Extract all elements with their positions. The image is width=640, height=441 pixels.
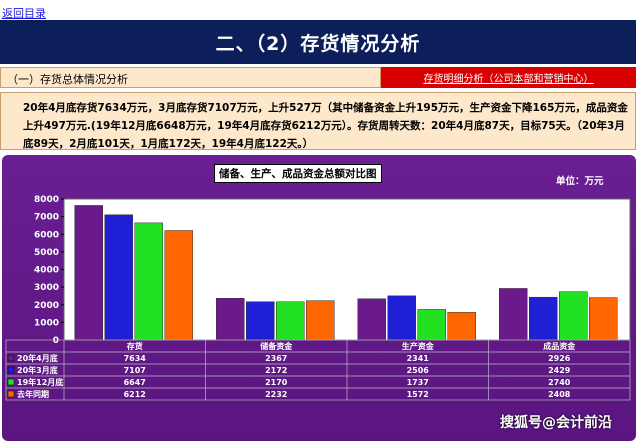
data-value: 2232 [265,390,287,399]
category-label: 生产资金 [402,341,435,351]
bar-去年同期-成品资金 [589,297,618,341]
back-to-index-link[interactable]: 返回目录 [2,7,46,20]
bar-去年同期-生产资金 [447,312,476,341]
bar-20年4月底-存货 [74,205,103,341]
y-tick-label: 2000 [34,301,59,311]
legend-label: 20年3月底 [17,365,58,375]
data-table-frame [5,339,631,401]
data-value: 2740 [548,378,571,387]
data-value: 6647 [124,378,146,387]
legend-swatch [7,366,15,374]
data-value: 2408 [548,390,571,399]
bar-19年12月底-生产资金 [417,309,446,341]
category-label: 成品资金 [543,341,576,351]
data-value: 2506 [407,366,430,375]
legend-swatch [7,378,15,386]
section-header: （一）存货总体情况分析 [0,67,381,88]
watermark: 搜狐号@会计前沿 [500,415,612,431]
data-value: 2172 [265,366,287,375]
bar-19年12月底-存货 [134,222,163,341]
bar-20年4月底-储备资金 [216,298,245,341]
data-value: 2367 [265,354,287,363]
bar-20年4月底-生产资金 [357,298,386,341]
y-tick-label: 0 [53,336,59,346]
legend-swatch [7,354,15,362]
bar-去年同期-存货 [164,230,193,341]
legend-label: 19年12月底 [17,377,63,387]
page-title: 二、（2）存货情况分析 [215,32,421,55]
data-value: 1572 [407,390,429,399]
data-value: 2429 [548,366,571,375]
data-value: 2926 [548,354,571,363]
legend-swatch [7,390,15,398]
bar-20年3月底-储备资金 [246,301,275,341]
bar-20年4月底-成品资金 [499,288,528,341]
data-value: 1737 [407,378,429,387]
y-tick-label: 4000 [34,266,59,276]
data-value: 2341 [407,354,430,363]
legend-label: 去年同期 [17,389,49,399]
y-tick-label: 8000 [34,195,59,205]
data-value: 6212 [124,390,146,399]
data-value: 7107 [124,366,146,375]
category-label: 存货 [126,341,143,351]
chart-title: 储备、生产、成品资金总额对比图 [214,164,382,183]
bar-19年12月底-成品资金 [559,291,588,341]
bar-去年同期-储备资金 [306,300,335,341]
inventory-detail-link[interactable]: 存货明细分析（公司本部和营销中心） [423,74,594,85]
chart-unit-label: 单位：万元 [556,176,604,187]
legend-label: 20年4月底 [17,353,58,363]
y-tick-label: 5000 [34,248,59,258]
summary-text: 20年4月底存货7634万元，3月底存货7107万元，上升527万（其中储备资金… [23,102,628,150]
y-tick-label: 3000 [34,283,59,293]
bar-20年3月底-成品资金 [529,296,558,341]
page-title-bar: 二、（2）存货情况分析 [0,20,636,64]
bar-19年12月底-储备资金 [276,301,305,341]
summary-text-box: 20年4月底存货7634万元，3月底存货7107万元，上升527万（其中储备资金… [0,92,636,150]
y-tick-label: 6000 [34,230,59,240]
data-value: 2170 [265,378,288,387]
y-tick-label: 1000 [34,318,59,328]
y-tick-label: 7000 [34,213,59,223]
section-label: （一）存货总体情况分析 [7,73,128,86]
detail-link-cell[interactable]: 存货明细分析（公司本部和营销中心） [381,67,636,88]
category-label: 储备资金 [259,341,293,351]
bar-20年3月底-生产资金 [387,295,416,341]
data-value: 7634 [124,354,147,363]
bar-20年3月底-存货 [104,214,133,341]
